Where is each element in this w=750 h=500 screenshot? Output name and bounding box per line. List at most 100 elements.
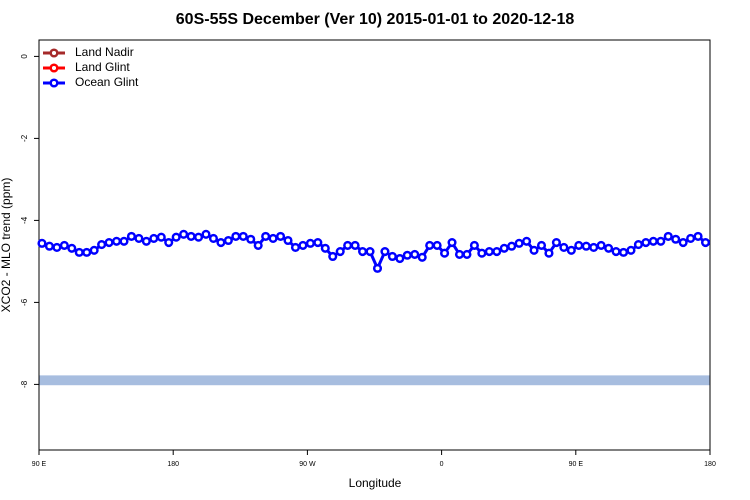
data-point [492, 247, 502, 257]
data-point [111, 236, 122, 246]
data-point [462, 249, 472, 259]
y-axis-label: XCO2 - MLO trend (ppm) [0, 178, 13, 313]
legend-label: Land Glint [75, 60, 130, 74]
data-point [253, 240, 263, 250]
data-point [246, 234, 256, 244]
data-point [328, 251, 338, 262]
data-point [186, 231, 196, 241]
data-point [469, 240, 479, 250]
data-point [678, 237, 688, 248]
data-point [350, 240, 360, 250]
data-point [164, 237, 174, 248]
data-point [126, 231, 136, 241]
data-point [395, 253, 405, 264]
data-point [216, 237, 226, 248]
data-point [633, 240, 643, 250]
data-point [484, 247, 494, 257]
x-axis-label: Longitude [349, 476, 402, 490]
data-point [119, 236, 129, 246]
data-point [626, 245, 636, 255]
data-point [171, 232, 181, 242]
data-point [536, 240, 547, 250]
data-point [365, 247, 375, 257]
data-point [298, 240, 308, 250]
data-point [283, 235, 293, 246]
data-point [611, 247, 621, 257]
data-point [97, 240, 107, 250]
data-point [663, 231, 673, 241]
data-point [551, 237, 561, 248]
data-point [201, 229, 211, 239]
data-point [522, 236, 532, 246]
legend-swatch-marker [49, 78, 59, 88]
data-point [641, 237, 651, 248]
data-point [380, 247, 390, 257]
data-point [208, 233, 219, 243]
data-point [89, 245, 99, 255]
legend-label: Ocean Glint [75, 75, 139, 89]
data-point [417, 252, 427, 262]
data-point [268, 233, 278, 243]
x-tick-label: 90 E [32, 461, 47, 468]
data-point [104, 237, 114, 248]
data-point [581, 241, 591, 251]
data-point [454, 249, 465, 259]
data-point [686, 233, 696, 243]
chart-title: 60S-55S December (Ver 10) 2015-01-01 to … [176, 11, 575, 28]
band [39, 375, 710, 386]
x-tick-label: 90 W [299, 461, 316, 468]
data-point [74, 247, 84, 257]
y-tick-label: -2 [20, 134, 29, 142]
data-point [514, 238, 524, 248]
data-point [156, 232, 166, 242]
data-point [432, 240, 442, 250]
data-point [648, 236, 658, 246]
data-point [589, 242, 599, 253]
data-point [559, 242, 569, 253]
data-point [604, 243, 614, 253]
data-point [372, 263, 383, 273]
data-point [223, 235, 233, 246]
y-tick-label: 0 [20, 54, 29, 59]
legend-swatch-marker [49, 63, 59, 73]
data-point [141, 236, 151, 246]
data-point [149, 233, 159, 243]
data-point [410, 249, 420, 259]
data-point [44, 241, 54, 251]
data-point [447, 237, 457, 248]
data-point [656, 236, 666, 246]
data-point [238, 231, 248, 241]
data-point [320, 243, 330, 253]
data-point [335, 247, 345, 257]
y-tick-label: -6 [20, 298, 29, 306]
data-point [193, 232, 204, 242]
x-tick-label: 180 [704, 461, 716, 468]
data-point [425, 240, 435, 250]
data-point [499, 243, 509, 253]
data-point [261, 231, 271, 241]
data-point [618, 247, 629, 257]
data-point [477, 248, 487, 258]
data-point [313, 237, 323, 248]
legend-label: Land Nadir [75, 45, 134, 59]
data-point [440, 248, 450, 258]
data-point [37, 238, 47, 248]
data-point [507, 241, 517, 251]
data-point [574, 240, 584, 250]
data-point [671, 234, 681, 244]
data-point [387, 251, 397, 262]
data-point [700, 237, 711, 248]
x-tick-label: 0 [440, 461, 444, 468]
data-point [529, 245, 539, 255]
data-point [290, 242, 301, 253]
y-tick-label: -4 [20, 216, 29, 224]
data-point [544, 248, 554, 258]
data-point [59, 240, 69, 250]
data-point [134, 233, 144, 243]
data-point [67, 243, 77, 253]
legend-swatch-marker [49, 48, 59, 58]
data-point [358, 247, 368, 257]
x-tick-label: 180 [167, 461, 179, 468]
data-point [276, 231, 286, 241]
